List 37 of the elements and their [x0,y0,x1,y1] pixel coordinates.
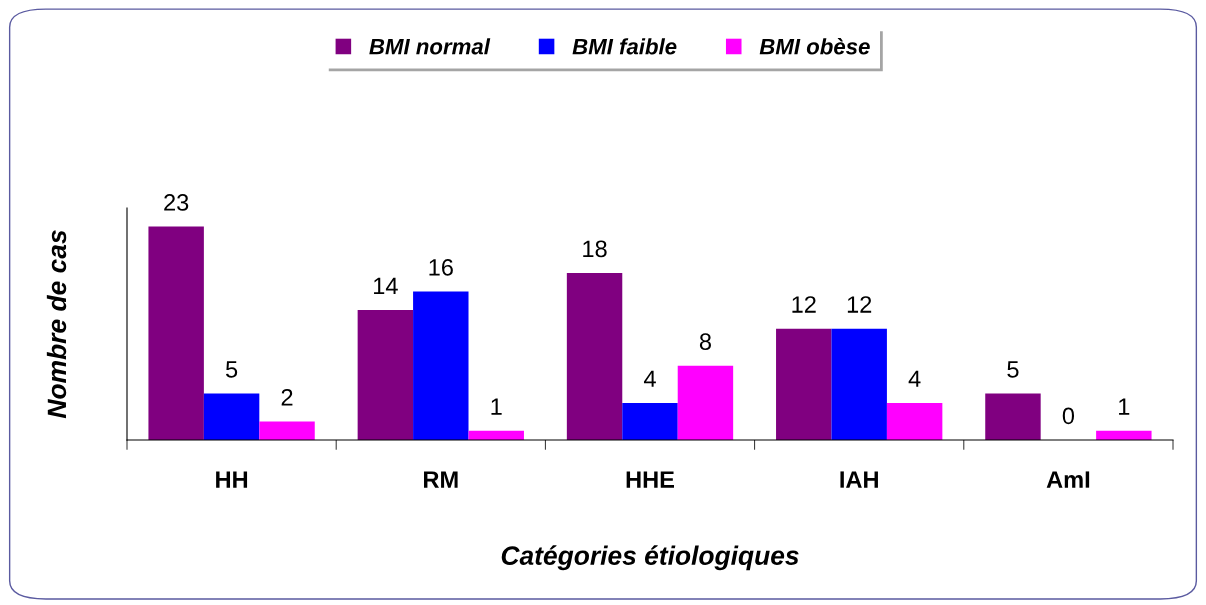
bar [985,393,1041,440]
data-label: 12 [792,296,816,313]
data-label: 14 [374,277,398,295]
bar [831,328,887,440]
data-label: 8 [699,333,711,350]
x-tick-label: HHE [626,471,674,488]
data-label: 4 [908,370,921,387]
x-tick-label: AmI [1046,471,1090,488]
bar [886,402,943,440]
bar [357,310,414,440]
data-label: 18 [583,240,607,258]
x-tick-label: RM [424,471,458,488]
data-label: 12 [847,296,872,313]
bar [259,421,315,440]
bar [148,226,204,440]
bar [566,272,623,440]
x-tick-label: HH [216,471,248,488]
data-label: 4 [643,370,656,387]
bar [622,402,678,440]
data-label: 23 [164,194,189,211]
data-label: 2 [281,388,293,406]
data-label: 0 [1062,407,1075,425]
x-tick-label: IAH [840,471,878,488]
data-label: 5 [225,361,238,378]
y-axis-title: Nombre de cas [46,230,67,419]
bar [413,291,469,440]
legend-label: BMI obèse [759,37,870,55]
x-axis-title: Catégories étiologiques [501,545,799,571]
bar [203,393,260,440]
legend-label: BMI normal [369,38,491,55]
data-label: 1 [491,398,502,415]
data-label: 16 [429,259,453,276]
data-label: 1 [1119,398,1130,415]
bar [677,365,734,440]
data-label: 5 [1007,361,1019,378]
legend-label: BMI faible [572,38,677,55]
bar [776,328,832,440]
